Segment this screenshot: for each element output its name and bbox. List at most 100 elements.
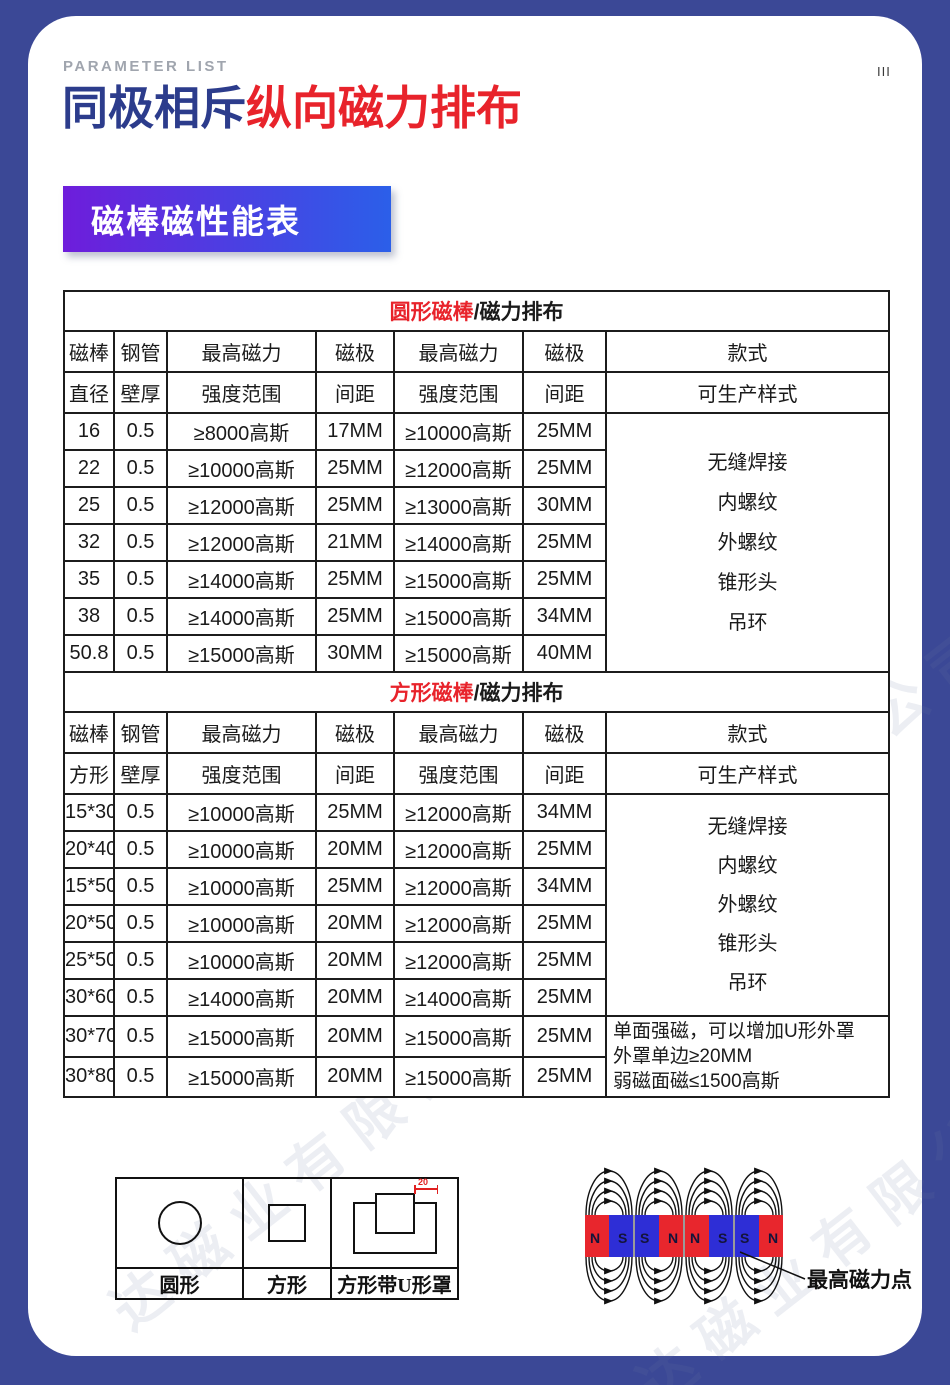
spec-cell: ≥15000高斯 xyxy=(393,560,524,599)
header-cell: 可生产样式 xyxy=(604,752,891,795)
spec-cell: 0.5 xyxy=(113,830,168,869)
spec-cell: ≥15000高斯 xyxy=(166,634,317,673)
spec-cell: 0.5 xyxy=(113,1015,168,1058)
table-row: 32 0.5 ≥12000高斯 21MM ≥14000高斯 25MM xyxy=(63,523,889,562)
square-header-row-2: 方形 壁厚 强度范围 间距 强度范围 间距 可生产样式 xyxy=(63,752,891,795)
spec-cell: 0.5 xyxy=(113,941,168,980)
spec-cell: 30MM xyxy=(522,486,607,525)
spec-cell: 15*50 xyxy=(63,867,115,906)
square-shape xyxy=(268,1204,306,1242)
round-header-row-2: 直径 壁厚 强度范围 间距 强度范围 间距 可生产样式 xyxy=(63,371,891,414)
header-cell: 钢管 xyxy=(113,330,168,373)
spec-cell: 35 xyxy=(63,560,115,599)
dimension-label: 20 xyxy=(418,1177,429,1187)
spec-cell: ≥14000高斯 xyxy=(393,978,524,1017)
table-row: 25*50 0.5 ≥10000高斯 20MM ≥12000高斯 25MM xyxy=(63,941,889,980)
spec-cell: ≥10000高斯 xyxy=(393,412,524,451)
square-header-row-1: 磁棒 钢管 最高磁力 磁极 最高磁力 磁极 款式 xyxy=(63,711,891,754)
header-cell: 磁极 xyxy=(522,711,607,754)
max-force-label: 最高磁力点 xyxy=(807,1268,912,1292)
legend-label-ucover: 方形带U形罩 xyxy=(330,1267,459,1300)
page-title-blue: 同极相斥 xyxy=(62,82,246,134)
spec-cell: 0.5 xyxy=(113,560,168,599)
style-option: 无缝焊接 xyxy=(707,451,788,474)
table-row: 30*80 0.5 ≥15000高斯 20MM ≥15000高斯 25MM xyxy=(63,1055,889,1098)
circle-shape xyxy=(157,1201,202,1245)
spec-cell: 20*50 xyxy=(63,904,115,943)
spec-cell: ≥10000高斯 xyxy=(166,449,317,488)
spec-cell: 25MM xyxy=(522,449,607,488)
spec-cell: 25MM xyxy=(522,523,607,562)
header-cell: 最高磁力 xyxy=(393,711,524,754)
header-cell: 间距 xyxy=(315,752,395,795)
ucover-inner-rect xyxy=(375,1193,415,1234)
spec-cell: 20MM xyxy=(315,1055,395,1098)
round-header-row-1: 磁棒 钢管 最高磁力 磁极 最高磁力 磁极 款式 xyxy=(63,330,891,373)
spec-cell: 50.8 xyxy=(63,634,115,673)
spec-cell: 25MM xyxy=(522,560,607,599)
spec-cell: 40MM xyxy=(522,634,607,673)
section-banner-label: 磁棒磁性能表 xyxy=(91,203,301,240)
spec-cell: 25MM xyxy=(315,560,395,599)
header-cell: 钢管 xyxy=(113,711,168,754)
square-shape-cell xyxy=(242,1177,332,1269)
header-cell: 间距 xyxy=(522,371,607,414)
spec-cell: 25MM xyxy=(522,1015,607,1058)
header-cell: 磁棒 xyxy=(63,711,115,754)
note-line: 外罩单边≥20MM xyxy=(613,1046,753,1067)
spec-cell: 0.5 xyxy=(113,793,168,832)
square-section-title-red: 方形磁棒 xyxy=(389,682,474,705)
spec-cell: 25MM xyxy=(522,978,607,1017)
spec-cell: 30*60 xyxy=(63,978,115,1017)
square-section-title-row: 方形磁棒/磁力排布 xyxy=(62,671,891,713)
spec-cell: 25MM xyxy=(522,1055,607,1098)
spec-cell: 25MM xyxy=(522,904,607,943)
header-cell: 强度范围 xyxy=(166,752,317,795)
spec-cell: 25MM xyxy=(315,486,395,525)
table-row: 22 0.5 ≥10000高斯 25MM ≥12000高斯 25MM xyxy=(63,449,889,488)
header-cell: 款式 xyxy=(604,330,891,373)
spec-cell: 20MM xyxy=(315,830,395,869)
round-section-title-red: 圆形磁棒 xyxy=(389,301,474,324)
table-row: 16 0.5 ≥8000高斯 17MM ≥10000高斯 25MM 无缝焊接 内… xyxy=(63,412,891,673)
round-section-title: 圆形磁棒/磁力排布 xyxy=(62,290,891,332)
spec-cell: 20MM xyxy=(315,978,395,1017)
spec-cell: ≥12000高斯 xyxy=(393,941,524,980)
spec-cell: 25MM xyxy=(315,449,395,488)
spec-cell: ≥14000高斯 xyxy=(166,978,317,1017)
svg-text:N: N xyxy=(690,1230,700,1246)
ucover-shape: 20 xyxy=(332,1177,457,1267)
spec-cell: 21MM xyxy=(315,523,395,562)
note-line: 单面强磁，可以增加U形外罩 xyxy=(613,1021,855,1042)
header-cell: 磁极 xyxy=(315,330,395,373)
spec-cell: 22 xyxy=(63,449,115,488)
legend-label-square: 方形 xyxy=(242,1267,332,1300)
spec-cell: ≥15000高斯 xyxy=(393,1055,524,1098)
spec-cell: ≥12000高斯 xyxy=(393,449,524,488)
spec-cell: 0.5 xyxy=(113,486,168,525)
spec-cell: 30*80 xyxy=(63,1055,115,1098)
spec-cell: ≥15000高斯 xyxy=(393,634,524,673)
spec-cell: ≥10000高斯 xyxy=(166,867,317,906)
pointer-line xyxy=(739,1251,806,1280)
table-row: 15*30 0.5 ≥10000高斯 25MM ≥12000高斯 34MM 无缝… xyxy=(63,793,891,1017)
spec-cell: ≥10000高斯 xyxy=(166,793,317,832)
svg-text:N: N xyxy=(590,1230,600,1246)
header-cell: 间距 xyxy=(315,371,395,414)
header-cell: 强度范围 xyxy=(166,371,317,414)
spec-cell: 25MM xyxy=(522,830,607,869)
header-cell: 款式 xyxy=(604,711,891,754)
header-cell: 可生产样式 xyxy=(604,371,891,414)
spec-cell: 0.5 xyxy=(113,634,168,673)
style-option: 内螺纹 xyxy=(717,491,778,514)
spec-cell: ≥14000高斯 xyxy=(393,523,524,562)
header-cell: 强度范围 xyxy=(393,752,524,795)
spec-cell: 20*40 xyxy=(63,830,115,869)
style-option: 锥形头 xyxy=(717,933,778,955)
svg-text:S: S xyxy=(640,1230,649,1246)
spec-cell: ≥14000高斯 xyxy=(166,597,317,636)
svg-text:S: S xyxy=(618,1230,627,1246)
header-cell: 最高磁力 xyxy=(166,711,317,754)
